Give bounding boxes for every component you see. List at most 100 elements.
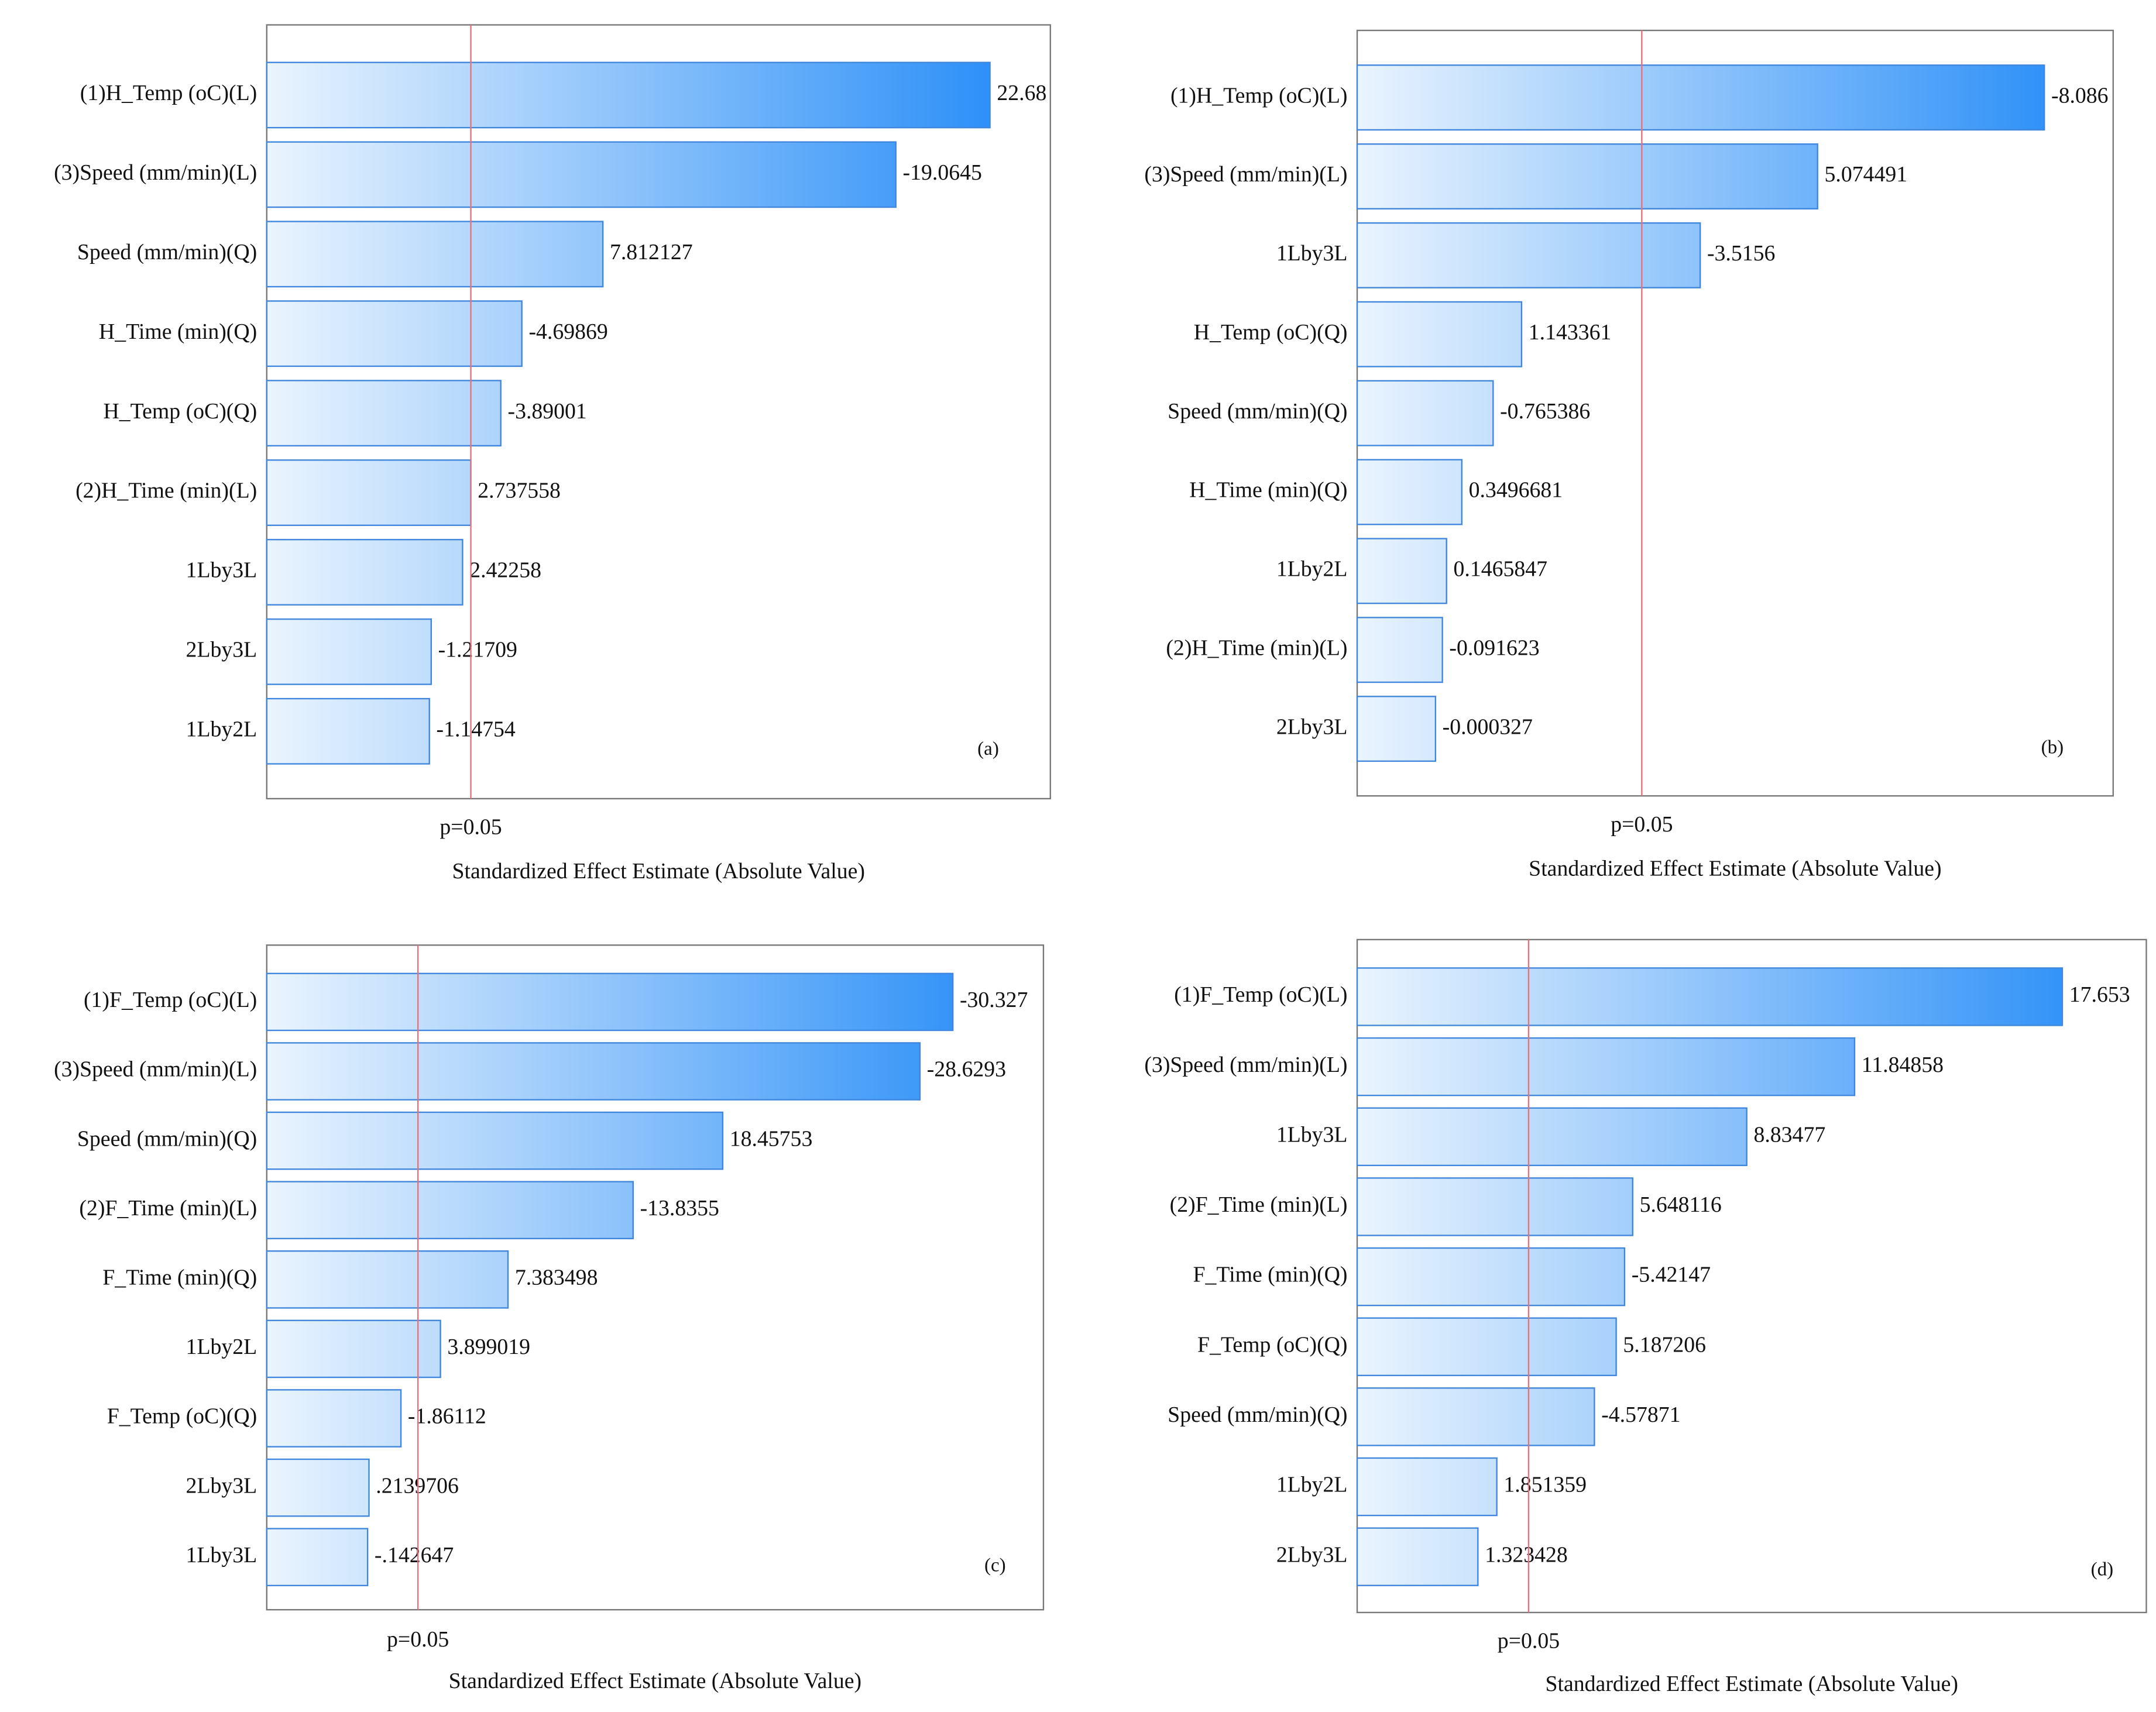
category-label: 2Lby3L xyxy=(1276,1542,1348,1567)
category-label: 1Lby2L xyxy=(1276,1473,1348,1497)
x-axis-title: Standardized Effect Estimate (Absolute V… xyxy=(452,859,865,883)
category-label: 1Lby2L xyxy=(186,1335,258,1359)
reference-label: p=0.05 xyxy=(440,815,502,840)
bar xyxy=(266,1042,921,1101)
category-label: 1Lby3L xyxy=(186,558,258,583)
value-label: 3.899019 xyxy=(447,1335,530,1359)
value-label: 22.68 xyxy=(997,81,1046,105)
category-label: (2)F_Time (min)(L) xyxy=(1170,1192,1348,1217)
value-label: 18.45753 xyxy=(730,1126,813,1151)
category-label: (3)Speed (mm/min)(L) xyxy=(1144,162,1347,187)
category-label: F_Time (min)(Q) xyxy=(102,1265,257,1290)
value-label: 17.653 xyxy=(2069,982,2130,1007)
bar xyxy=(1356,64,2045,131)
bar xyxy=(1356,222,1701,288)
bar xyxy=(266,459,472,526)
panel-label: (d) xyxy=(2091,1559,2114,1580)
category-label: Speed (mm/min)(Q) xyxy=(77,240,257,264)
bar xyxy=(1356,1177,1633,1236)
value-label: 0.3496681 xyxy=(1469,478,1563,503)
x-axis-title: Standardized Effect Estimate (Absolute V… xyxy=(1546,1672,1958,1696)
bar xyxy=(266,697,430,765)
value-label: -13.8355 xyxy=(640,1196,719,1221)
bar xyxy=(266,1250,509,1309)
value-label: -4.57871 xyxy=(1601,1402,1680,1427)
category-label: Speed (mm/min)(Q) xyxy=(1168,399,1347,424)
bar xyxy=(266,1389,402,1448)
reference-label: p=0.05 xyxy=(1611,812,1673,837)
category-label: 1Lby2L xyxy=(1276,557,1348,582)
category-label: (3)Speed (mm/min)(L) xyxy=(54,160,257,185)
value-label: 7.383498 xyxy=(515,1265,598,1290)
value-label: -0.765386 xyxy=(1500,399,1590,424)
bar xyxy=(266,1181,634,1240)
x-axis-title: Standardized Effect Estimate (Absolute V… xyxy=(449,1669,861,1693)
category-label: 1Lby2L xyxy=(186,717,258,741)
category-label: F_Temp (oC)(Q) xyxy=(107,1404,257,1429)
value-label: 5.187206 xyxy=(1623,1332,1706,1357)
category-label: Speed (mm/min)(Q) xyxy=(77,1126,257,1151)
bar xyxy=(1356,459,1463,525)
bar xyxy=(1356,1317,1617,1376)
bar xyxy=(1356,301,1523,367)
category-label: (3)Speed (mm/min)(L) xyxy=(54,1057,257,1082)
category-label: 1Lby3L xyxy=(1276,1122,1348,1147)
category-label: (1)F_Temp (oC)(L) xyxy=(1174,982,1347,1007)
panel-label: (c) xyxy=(984,1555,1006,1576)
bar xyxy=(266,972,954,1032)
value-label: -8.086 xyxy=(2051,83,2109,108)
bar xyxy=(1356,696,1437,762)
bar xyxy=(1356,1247,1626,1307)
value-label: 0.1465847 xyxy=(1454,557,1548,582)
value-label: -3.5156 xyxy=(1707,241,1775,266)
category-label: (1)H_Temp (oC)(L) xyxy=(80,81,258,105)
value-label: -30.327 xyxy=(960,988,1028,1012)
category-label: (1)H_Temp (oC)(L) xyxy=(1170,83,1348,108)
reference-label: p=0.05 xyxy=(387,1627,449,1652)
value-label: -5.42147 xyxy=(1632,1263,1711,1287)
bar xyxy=(266,61,991,129)
value-label: -0.000327 xyxy=(1443,714,1533,739)
value-label: 1.851359 xyxy=(1503,1473,1587,1497)
category-label: F_Time (min)(Q) xyxy=(1193,1263,1347,1287)
x-axis-title: Standardized Effect Estimate (Absolute V… xyxy=(1529,856,1941,881)
bar xyxy=(266,1458,370,1517)
bar xyxy=(1356,967,2064,1026)
category-label: H_Temp (oC)(Q) xyxy=(104,399,258,424)
value-label: -0.091623 xyxy=(1449,635,1539,660)
value-label: -28.6293 xyxy=(927,1057,1006,1082)
panel-label: (a) xyxy=(977,738,999,759)
bar xyxy=(1356,538,1447,604)
category-label: 1Lby3L xyxy=(1276,241,1348,266)
value-label: -19.0645 xyxy=(903,160,982,185)
bar xyxy=(1356,1527,1479,1586)
category-label: (1)F_Temp (oC)(L) xyxy=(84,988,257,1012)
bar xyxy=(1356,1107,1748,1167)
bar xyxy=(1356,1387,1595,1446)
category-label: 2Lby3L xyxy=(186,638,258,662)
bar xyxy=(1356,1037,1856,1096)
category-label: (2)H_Time (min)(L) xyxy=(75,479,257,503)
value-label: 8.83477 xyxy=(1753,1122,1825,1147)
bar xyxy=(266,1111,724,1170)
value-label: 5.074491 xyxy=(1825,162,1908,187)
category-label: H_Time (min)(Q) xyxy=(99,319,257,344)
panel-label: (b) xyxy=(2041,737,2064,758)
category-label: H_Temp (oC)(Q) xyxy=(1194,320,1348,345)
value-label: -1.14754 xyxy=(437,717,516,741)
bar xyxy=(266,1319,441,1378)
category-label: H_Time (min)(Q) xyxy=(1189,478,1347,503)
category-label: 2Lby3L xyxy=(186,1473,258,1498)
bar xyxy=(1356,380,1494,446)
value-label: 2.737558 xyxy=(478,479,561,503)
bar xyxy=(1356,617,1443,683)
value-label: -4.69869 xyxy=(528,319,607,344)
value-label: -.142647 xyxy=(375,1543,454,1567)
bar xyxy=(266,300,523,367)
bar xyxy=(266,141,897,208)
bar xyxy=(1356,1457,1498,1517)
value-label: 1.323428 xyxy=(1485,1542,1568,1567)
bar xyxy=(266,539,464,606)
